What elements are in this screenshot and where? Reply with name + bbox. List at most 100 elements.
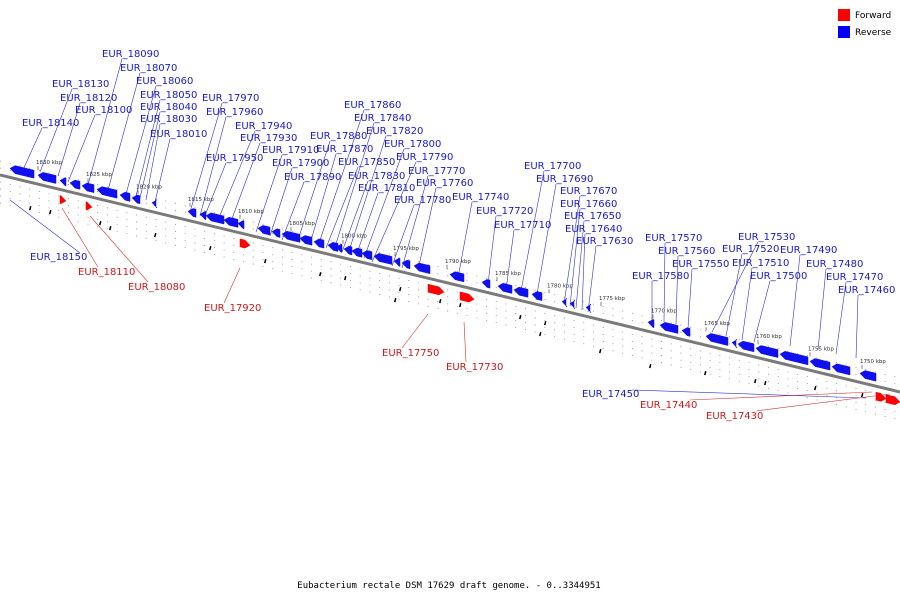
reverse-gene-glyph	[313, 238, 325, 249]
reverse-gene-glyph	[647, 319, 655, 329]
legend-reverse-label: Reverse	[855, 28, 892, 38]
reverse-gene-label: EUR_17630	[576, 236, 633, 247]
track-dot-lines	[0, 160, 900, 421]
reverse-gene-label: EUR_17960	[206, 107, 263, 118]
reverse-gene-glyph	[199, 211, 207, 220]
legend-forward-swatch	[838, 9, 850, 21]
reverse-gene-label: EUR_17760	[416, 178, 473, 189]
leader-line	[317, 109, 365, 247]
forward-gene-glyph	[885, 394, 900, 406]
leader-line	[835, 281, 847, 355]
leader-line	[57, 102, 81, 177]
kbp-tick-label: 1825 kbp	[86, 172, 112, 178]
reverse-gene-glyph	[585, 303, 592, 313]
reverse-gene-label: EUR_18040	[140, 102, 197, 113]
leader-line	[203, 162, 227, 219]
leader-line	[281, 181, 305, 241]
reverse-gene-label: EUR_17500	[750, 271, 807, 282]
reverse-gene-label: EUR_17550	[672, 259, 729, 270]
leader-line	[817, 268, 827, 351]
leader-line	[519, 170, 545, 297]
leader-line	[341, 180, 369, 253]
reverse-gene-label: EUR_17880	[310, 131, 367, 142]
reverse-gene-glyph	[335, 243, 343, 253]
reverse-gene-label: EUR_17870	[316, 144, 373, 155]
reverse-gene-glyph	[859, 370, 877, 382]
reverse-gene-label: EUR_17770	[408, 166, 465, 177]
kbp-tick-label: 1815 kbp	[188, 197, 214, 203]
reverse-gene-glyph	[327, 242, 339, 252]
reverse-gene-glyph	[393, 257, 401, 267]
label-leader-lines	[9, 58, 891, 412]
leader-line	[61, 207, 99, 268]
reverse-gene-glyph	[257, 225, 271, 236]
reverse-gene-label: EUR_17890	[284, 172, 341, 183]
reverse-gene-glyph	[69, 179, 81, 190]
forward-gene-label: EUR_17430	[706, 411, 763, 422]
leader-line	[855, 294, 859, 359]
reverse-gene-glyph	[281, 230, 301, 243]
reverse-gene-label: EUR_17690	[536, 174, 593, 185]
leader-line	[487, 215, 497, 285]
leader-line	[325, 166, 359, 249]
reverse-gene-glyph	[705, 333, 729, 346]
leader-line	[269, 167, 293, 237]
reverse-gene-label: EUR_17900	[272, 158, 329, 169]
kbp-tick-label: 1790 kbp	[445, 259, 471, 265]
reverse-gene-glyph	[271, 228, 281, 238]
reverse-gene-glyph	[237, 220, 245, 230]
forward-gene-label: EUR_17440	[640, 400, 697, 411]
track-dot-line	[0, 188, 900, 407]
track-mark	[544, 321, 547, 326]
reverse-gene-glyph	[779, 351, 809, 366]
kbp-tick-label: 1780 kbp	[547, 283, 573, 289]
leader-line	[135, 99, 161, 197]
track-mark	[649, 364, 652, 369]
kbp-tick-label: 1800 kbp	[341, 234, 367, 240]
reverse-gene-label: EUR_17780	[394, 195, 451, 206]
reverse-gene-glyph	[299, 235, 313, 246]
leader-line	[569, 208, 581, 307]
kbp-tick-label: 1820 kbp	[136, 184, 162, 190]
reverse-gene-glyph	[831, 363, 851, 376]
reverse-gene-glyph	[96, 186, 118, 199]
reverse-gene-glyph	[681, 327, 691, 337]
leader-line	[463, 321, 467, 363]
reverse-gene-glyph	[731, 339, 738, 349]
leader-line	[575, 220, 585, 309]
track-mark	[99, 220, 102, 226]
leader-line	[587, 245, 597, 313]
leader-line	[689, 391, 873, 401]
reverse-gene-label: EUR_18030	[140, 114, 197, 125]
leader-line	[581, 233, 586, 311]
leader-line	[139, 111, 161, 199]
reverse-gene-label: EUR_18130	[52, 79, 109, 90]
reverse-gene-glyph	[513, 286, 529, 298]
reverse-gene-label: EUR_17490	[780, 245, 837, 256]
reverse-gene-label: EUR_17640	[565, 224, 622, 235]
reverse-gene-label: EUR_17570	[645, 233, 702, 244]
leader-line	[457, 201, 473, 279]
forward-gene-label: EUR_17730	[446, 362, 503, 373]
leader-line	[107, 72, 141, 191]
reverse-gene-label: EUR_17740	[452, 192, 509, 203]
forward-gene-label: EUR_18110	[78, 267, 135, 278]
track-mark	[704, 370, 707, 376]
reverse-gene-label: EUR_18010	[150, 129, 207, 140]
track-mark	[754, 379, 757, 384]
track-mark	[264, 259, 267, 264]
kbp-tick-label: 1765 kbp	[704, 321, 730, 327]
reverse-gene-glyph	[373, 253, 393, 265]
leader-line	[725, 253, 743, 337]
track-mark	[49, 210, 52, 215]
reverse-gene-glyph	[809, 358, 831, 371]
reverse-gene-label: EUR_17940	[235, 121, 292, 132]
track-mark	[344, 276, 347, 281]
leader-line	[145, 123, 161, 201]
reverse-gene-label: EUR_17660	[560, 199, 617, 210]
leader-line	[401, 175, 429, 269]
reverse-gene-label: EUR_17910	[262, 145, 319, 156]
kbp-tick-label: 1775 kbp	[599, 296, 625, 302]
reverse-gene-label: EUR_17530	[738, 232, 795, 243]
leader-line	[417, 187, 437, 271]
